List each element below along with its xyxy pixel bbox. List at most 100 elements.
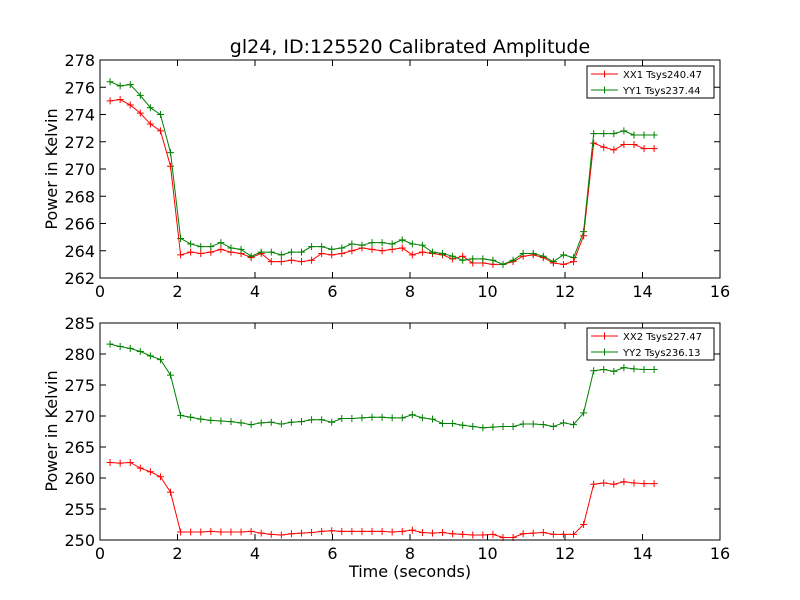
bottom-series-2-point xyxy=(318,416,326,424)
bottom-series-1-point xyxy=(318,527,326,535)
top-series-2-point xyxy=(328,245,336,253)
bottom-series-1-point xyxy=(308,529,316,537)
top-series-2-point xyxy=(529,249,537,257)
top-series-2-point xyxy=(549,258,557,266)
bottom-series-2-point xyxy=(539,421,547,429)
top-series-2-point xyxy=(146,104,154,112)
bottom-series-1-point xyxy=(116,459,124,467)
top-x-tick-label: 16 xyxy=(710,282,730,301)
top-series-1-point xyxy=(146,120,154,128)
top-series-2-point xyxy=(287,248,295,256)
bottom-x-tick-label: 14 xyxy=(632,544,652,563)
top-series-2-point xyxy=(519,249,527,257)
bottom-series-1-point xyxy=(348,527,356,535)
top-series-2-point xyxy=(177,234,185,242)
top-series-2-point xyxy=(368,239,376,247)
top-series-2-point xyxy=(418,241,426,249)
top-plot-frame xyxy=(99,59,721,279)
top-series-2-point xyxy=(197,243,205,251)
top-series-2-point xyxy=(298,248,305,256)
bottom-series-1-point xyxy=(620,478,628,486)
bottom-series-1-point xyxy=(106,459,114,466)
bottom-series-2-point xyxy=(418,414,426,422)
top-series-1-point xyxy=(156,127,164,135)
bottom-series-2-point xyxy=(439,419,447,427)
bottom-series-2-point xyxy=(277,420,285,428)
bottom-series-1-point xyxy=(187,528,195,536)
bottom-series-2-point xyxy=(328,418,336,426)
top-y-axis-label: Power in Kelvin xyxy=(42,108,61,229)
bottom-series-group xyxy=(106,340,658,542)
top-series-2-point xyxy=(398,236,406,244)
top-series-1-point xyxy=(187,248,195,256)
bottom-series-2-point xyxy=(136,348,144,356)
bottom-series-2-point xyxy=(126,344,134,352)
top-series-1-point xyxy=(610,146,618,154)
bottom-series-1-point xyxy=(338,527,346,535)
bottom-series-1-point xyxy=(408,526,416,534)
bottom-series-1-point xyxy=(197,528,205,536)
top-series-2-point xyxy=(308,243,316,251)
top-series-2-point xyxy=(650,131,658,139)
bottom-x-tick-label: 16 xyxy=(710,544,730,563)
bottom-y-tick-label: 265 xyxy=(64,438,95,457)
bottom-series-2-point xyxy=(217,417,225,425)
top-ticks: 0 2 4 6 8 10 12 14 16 262 264 266 268 270 272 274 276 278 xyxy=(64,51,730,301)
bottom-legend-marker-xx2 xyxy=(601,332,608,340)
top-series-2-point xyxy=(136,91,144,99)
bottom-series-2-point xyxy=(469,423,477,431)
top-series-2-point xyxy=(156,111,164,118)
bottom-y-tick-label: 275 xyxy=(64,376,95,395)
top-x-tick-label: 0 xyxy=(95,282,105,301)
top-y-tick-label: 262 xyxy=(64,269,95,288)
top-series-1-point xyxy=(116,96,124,104)
top-series-2-point xyxy=(489,256,497,264)
bottom-series-1-point xyxy=(298,529,305,537)
bottom-series-2-point xyxy=(167,371,175,379)
bottom-series-2-point xyxy=(559,419,567,427)
top-series-1-point xyxy=(287,256,295,264)
top-series-2-point xyxy=(187,240,195,248)
bottom-series-2-point xyxy=(398,414,406,422)
bottom-series-1-point xyxy=(146,468,154,476)
top-subplot: gl24, ID:125520 Calibrated Amplitude Pow… xyxy=(42,36,730,301)
bottom-y-axis-label: Power in Kelvin xyxy=(42,370,61,491)
top-series-1-point xyxy=(308,256,316,264)
bottom-series-1-point xyxy=(358,527,366,535)
bottom-x-tick-label: 0 xyxy=(95,544,105,563)
bottom-series-1-point xyxy=(328,527,336,535)
bottom-x-tick-label: 2 xyxy=(172,544,182,563)
bottom-legend-label-yy2: YY2 Tsys236.13 xyxy=(622,348,701,359)
bottom-series-1-point xyxy=(570,530,578,538)
bottom-y-tick-label: 250 xyxy=(64,531,95,550)
bottom-y-tick-label: 285 xyxy=(64,314,95,333)
top-series-1-point xyxy=(600,143,608,151)
top-series-1-point xyxy=(378,247,386,255)
bottom-series-2-point xyxy=(197,415,205,423)
top-series-2-point xyxy=(600,130,608,138)
bottom-series-2-point xyxy=(368,413,376,421)
bottom-series-2-point xyxy=(489,423,497,431)
bottom-series-2-point xyxy=(287,418,295,426)
top-series-2-point xyxy=(257,248,265,256)
top-legend: XX1 Tsys240.47 YY1 Tsys237.44 xyxy=(586,65,715,99)
bottom-series-1-point xyxy=(459,530,467,538)
top-series-2-point xyxy=(207,243,215,251)
bottom-series-2-point xyxy=(348,414,356,422)
top-series-2-point xyxy=(539,252,547,260)
top-legend-label-xx1: XX1 Tsys240.47 xyxy=(623,70,702,81)
top-y-tick-label: 276 xyxy=(64,78,95,97)
top-series-2-point xyxy=(237,245,245,253)
top-series-2-point xyxy=(610,130,618,138)
top-y-tick-label: 266 xyxy=(64,215,95,234)
top-series-2-point xyxy=(247,252,255,260)
bottom-series-2-point xyxy=(570,421,578,429)
bottom-series-2-point xyxy=(610,367,618,375)
bottom-series-2-point xyxy=(388,414,396,422)
top-series-1-point xyxy=(277,258,285,266)
top-series-1-point xyxy=(136,109,144,117)
top-series-2-point xyxy=(590,130,598,138)
bottom-series-2-point xyxy=(519,420,527,428)
bottom-series-2-point xyxy=(529,420,537,428)
